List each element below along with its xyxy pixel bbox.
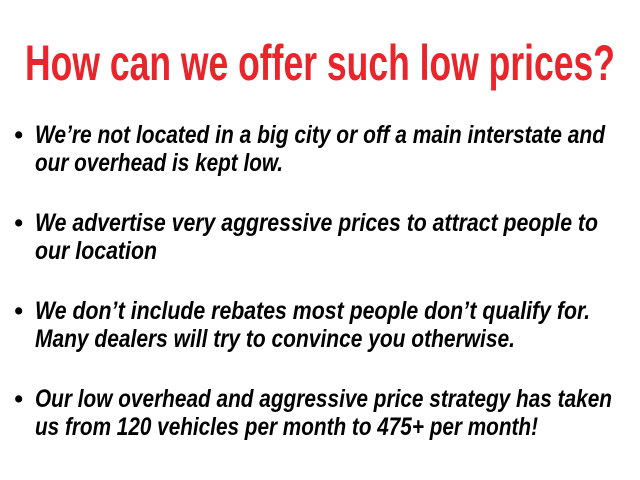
bullet-icon: • [14, 121, 23, 149]
bullet-line: our overhead is kept low. [35, 149, 283, 177]
bullet-item: • Our low overhead and aggressive price … [14, 385, 612, 441]
bullet-icon: • [14, 385, 23, 413]
bullet-line: us from 120 vehicles per month to 475+ p… [35, 413, 538, 441]
bullet-line: Our low overhead and aggressive price st… [35, 385, 612, 413]
bullet-line: Many dealers will try to convince you ot… [35, 325, 515, 353]
bullet-item: • We advertise very aggressive prices to… [14, 209, 598, 265]
bullet-item: • We don’t include rebates most people d… [14, 297, 590, 353]
slide-title: How can we offer such low prices? [25, 35, 615, 91]
bullet-line: We advertise very aggressive prices to a… [35, 209, 598, 237]
bullet-icon: • [14, 209, 23, 237]
bullet-icon: • [14, 297, 23, 325]
bullet-item: • We’re not located in a big city or off… [14, 121, 606, 177]
bullet-line: We don’t include rebates most people don… [35, 297, 590, 325]
bullet-line: We’re not located in a big city or off a… [35, 121, 606, 149]
bullet-line: our location [35, 237, 157, 265]
